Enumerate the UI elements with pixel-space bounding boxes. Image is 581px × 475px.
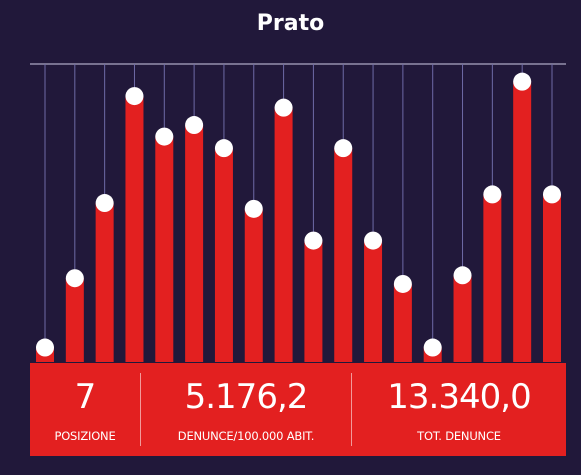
bar-marker — [185, 116, 204, 135]
chart-title: Prato — [256, 11, 325, 36]
bar-marker — [364, 231, 383, 250]
bar — [483, 194, 502, 362]
stat-position: 7 POSIZIONE — [30, 363, 140, 456]
bar — [155, 136, 174, 362]
bar-marker — [393, 274, 412, 293]
bar-marker — [95, 194, 114, 213]
stat-rate: 5.176,2 DENUNCE/100.000 ABIT. — [141, 363, 351, 456]
bar-marker — [244, 199, 263, 218]
bar — [125, 96, 144, 363]
bar — [244, 208, 263, 362]
bar — [304, 240, 323, 362]
bar-marker — [274, 98, 293, 117]
bar-marker — [65, 269, 84, 288]
bar — [65, 278, 84, 362]
bar — [543, 194, 561, 362]
position-label: POSIZIONE — [54, 429, 116, 443]
bar-marker — [36, 338, 54, 357]
bar-marker — [214, 139, 233, 158]
bar-marker — [483, 185, 502, 204]
rate-label: DENUNCE/100.000 ABIT. — [177, 429, 315, 443]
total-value: 13.340,0 — [387, 377, 531, 417]
stat-total: 13.340,0 TOT. DENUNCE — [352, 363, 566, 456]
bar-marker — [513, 72, 532, 91]
bar — [513, 81, 532, 363]
stats-panel: 7 POSIZIONE 5.176,2 DENUNCE/100.000 ABIT… — [30, 363, 566, 456]
stat-divider — [140, 373, 141, 446]
bar — [334, 148, 353, 362]
bar — [364, 240, 383, 362]
bar — [453, 275, 472, 362]
bar — [185, 125, 204, 363]
bar-marker — [334, 139, 353, 158]
rate-value: 5.176,2 — [184, 377, 309, 417]
bar-chart — [30, 63, 566, 363]
bar-marker — [453, 266, 472, 285]
bar-marker — [155, 127, 174, 146]
stat-divider — [351, 373, 352, 446]
bar-marker — [125, 87, 144, 106]
bar-marker — [423, 338, 442, 357]
bar — [214, 148, 233, 362]
bar — [393, 283, 412, 362]
total-label: TOT. DENUNCE — [417, 429, 501, 443]
position-value: 7 — [74, 377, 97, 417]
bar-marker — [304, 231, 323, 250]
bar — [274, 107, 293, 363]
bar — [95, 203, 114, 362]
bar-marker — [543, 185, 561, 204]
